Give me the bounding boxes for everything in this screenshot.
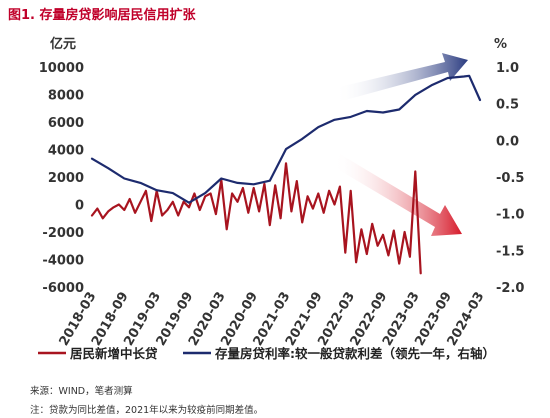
footnote: 注：贷款为同比差值，2021年以来为较疫前同期差值。 xyxy=(30,405,264,416)
right-tick-label: -2.0 xyxy=(496,281,524,296)
legend-label-loans: 居民新增中长贷 xyxy=(70,346,158,361)
series-line-loans xyxy=(90,162,422,275)
left-tick-label: -4000 xyxy=(42,254,84,269)
right-tick-label: -0.5 xyxy=(496,171,524,186)
source-note: 来源：WIND，笔者测算 xyxy=(30,386,133,397)
left-tick-label: -2000 xyxy=(42,226,84,241)
left-tick-label: 8000 xyxy=(48,89,84,104)
left-tick-label: 4000 xyxy=(48,144,84,159)
right-tick-label: 1.0 xyxy=(496,61,519,76)
left-tick-label: 10000 xyxy=(39,61,84,76)
right-tick-label: -1.0 xyxy=(496,208,524,223)
left-tick-label: 6000 xyxy=(48,116,84,131)
trend-up-arrow xyxy=(335,53,468,102)
right-tick-label: -1.5 xyxy=(496,244,524,259)
chart: 亿元 % 10000 8000 6000 4000 2000 0 -2000 -4000 -6000… xyxy=(38,36,524,361)
left-tick-label: 0 xyxy=(75,199,84,214)
right-axis-unit: % xyxy=(494,37,507,52)
chart-title: 图1. 存量房贷影响居民信用扩张 xyxy=(8,8,196,23)
left-tick-label: -6000 xyxy=(42,281,84,296)
legend-label-spread: 存量房贷利率:较一般贷款利差（领先一年，右轴） xyxy=(214,346,495,361)
series-line-spread xyxy=(90,74,482,204)
right-tick-label: 0.5 xyxy=(496,98,519,113)
left-axis-unit: 亿元 xyxy=(50,36,76,52)
right-tick-label: 0.0 xyxy=(496,134,519,149)
left-tick-label: 2000 xyxy=(48,171,84,186)
trend-down-arrow xyxy=(334,154,462,236)
